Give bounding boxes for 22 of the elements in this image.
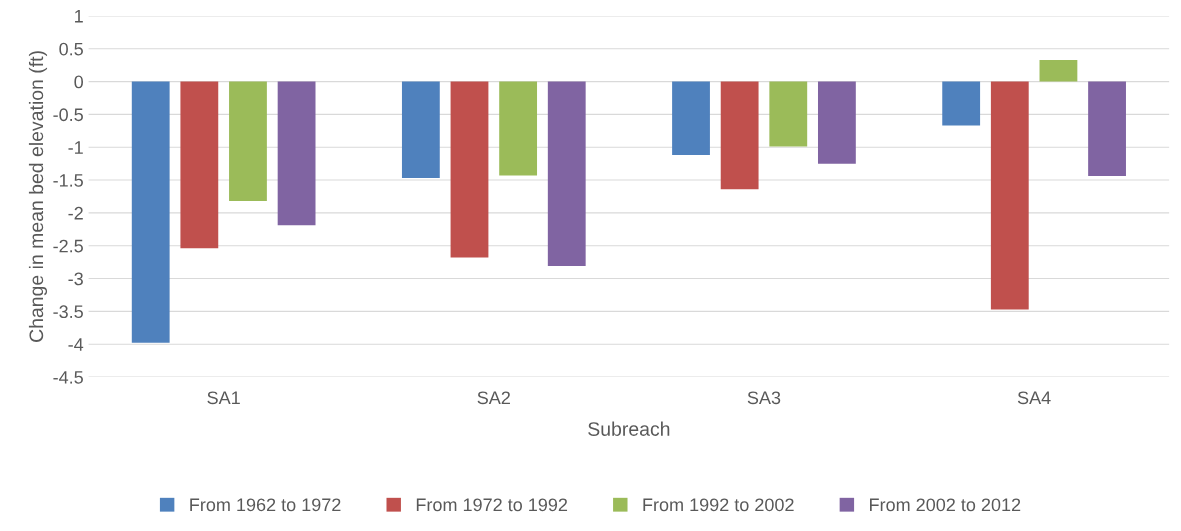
x-tick-label: SA4 bbox=[1017, 391, 1051, 405]
y-tick-label: -2 bbox=[68, 206, 83, 220]
y-tick-label: -2.5 bbox=[53, 239, 83, 253]
y-tick-label: -1 bbox=[68, 141, 83, 154]
y-tick-label: 0 bbox=[74, 75, 84, 89]
y-tick-label: -0.5 bbox=[53, 108, 83, 122]
x-tick-label: SA3 bbox=[747, 391, 781, 405]
y-tick-label: 1 bbox=[75, 10, 83, 23]
legend-label: From 2002 to 2012 bbox=[870, 498, 1021, 512]
x-tick-label: SA1 bbox=[207, 391, 240, 405]
y-tick-label: -3 bbox=[68, 272, 83, 286]
legend-label: From 1972 to 1992 bbox=[416, 498, 568, 512]
legend-label: From 1992 to 2002 bbox=[643, 498, 794, 512]
legend-label: From 1962 to 1972 bbox=[190, 498, 341, 512]
x-axis-title: Subreach bbox=[588, 421, 670, 436]
y-tick-label: -4 bbox=[68, 338, 84, 351]
y-tick-label: 0.5 bbox=[59, 42, 83, 56]
y-tick-label: -3.5 bbox=[53, 305, 83, 319]
y-tick-label: -1.5 bbox=[53, 174, 83, 187]
x-tick-label: SA2 bbox=[477, 391, 510, 405]
y-tick-label: -4.5 bbox=[53, 371, 83, 384]
y-axis-title: Change in mean bed elevation (ft) bbox=[28, 51, 48, 342]
